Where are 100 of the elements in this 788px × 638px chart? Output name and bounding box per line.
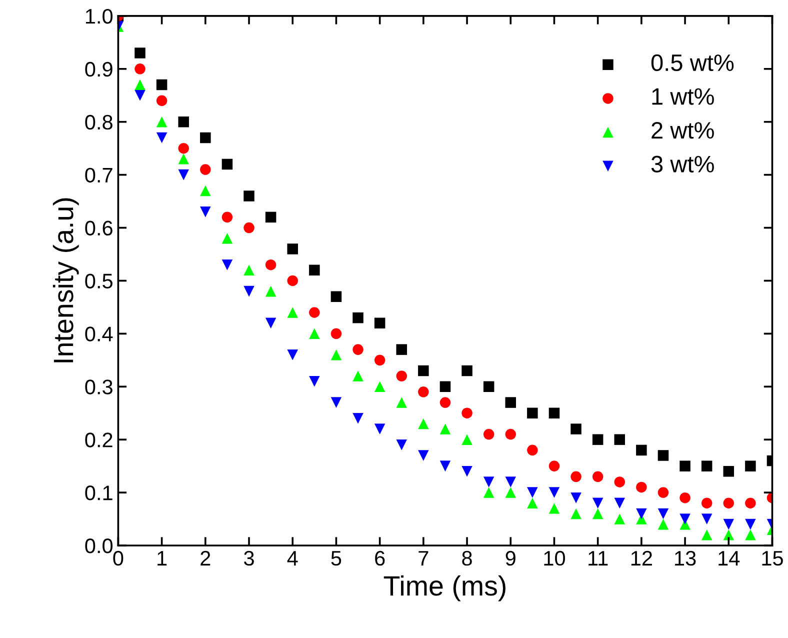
y-tick-label: 0.2 [85,432,112,448]
y-tick-label: 0.7 [85,168,112,183]
x-tick-label: 11 [588,551,608,566]
x-tick-label: 3 [244,550,254,566]
x-tick-label: 0 [113,550,124,566]
point [418,418,429,430]
point [505,476,516,488]
point [418,386,429,398]
point [309,264,320,276]
point [745,518,756,530]
x-tick-label: 7 [418,551,428,566]
point [396,440,407,450]
point [592,498,604,509]
point [701,514,712,524]
point [723,518,734,530]
point [483,476,494,488]
x-tick-label: 5 [331,551,342,566]
point [156,95,168,106]
point [614,476,626,488]
point [570,492,582,504]
point [440,397,451,408]
point [614,514,626,524]
point [723,466,734,477]
y-axis-title: Intensity (a.u) [52,198,79,362]
point [701,530,712,540]
point [178,116,189,128]
point [178,142,189,154]
point [178,169,189,180]
x-tick-label: 14 [718,551,740,566]
x-tick-label: 6 [375,550,385,566]
y-tick-label: 0.8 [85,114,112,130]
point [134,64,146,74]
point [505,397,516,408]
point [723,498,734,509]
point [745,530,756,540]
y-tick-label: 0.9 [85,62,112,77]
y-tick-label: 0.1 [85,486,112,500]
legend-label: 2 wt% [652,122,714,139]
point [200,206,211,218]
point [374,354,386,366]
y-tick-label: 0.0 [85,538,113,554]
x-tick-label: 2 [200,550,210,566]
point [527,498,538,509]
point [222,259,233,270]
point [680,514,690,524]
point [548,487,560,498]
point [483,381,494,392]
point [462,408,472,418]
x-tick-label: 4 [287,551,298,566]
point [701,498,712,509]
point [287,307,298,318]
point [244,264,254,276]
legend-label: 0.5 wt% [651,54,734,72]
x-tick-label: 12 [631,550,652,566]
point [658,487,669,498]
point [265,212,276,223]
point [527,487,538,498]
y-tick-label: 0.3 [85,380,112,394]
point [462,466,472,477]
point [374,381,386,392]
point [330,349,342,360]
point [527,444,538,456]
point [570,471,582,482]
point [440,381,451,392]
point [570,508,582,520]
point [134,79,146,90]
point [200,185,211,196]
point [200,164,211,175]
point [658,518,669,530]
point [134,90,146,101]
point [636,482,647,493]
point [701,460,712,472]
point [396,370,407,382]
point [287,244,298,254]
point [462,365,472,376]
point [548,503,560,514]
point [723,530,734,540]
point [592,471,604,482]
point [309,376,320,387]
point [352,312,364,324]
x-tick-label: 10 [544,550,565,566]
point [636,444,647,456]
point [200,132,211,144]
point [396,344,407,355]
point [548,460,560,472]
y-tick-label: 1.0 [86,8,113,24]
y-tick-label: 0.6 [85,220,112,236]
point [374,424,386,434]
point [330,397,342,408]
point [483,487,494,498]
legend-label: 1 wt% [652,88,714,105]
point [570,424,582,434]
point [592,508,604,520]
point [548,408,560,418]
x-axis-title: Time (ms) [384,575,506,602]
point [156,132,168,144]
point [614,434,626,445]
point [483,428,494,440]
point [156,79,168,90]
point [309,307,320,318]
